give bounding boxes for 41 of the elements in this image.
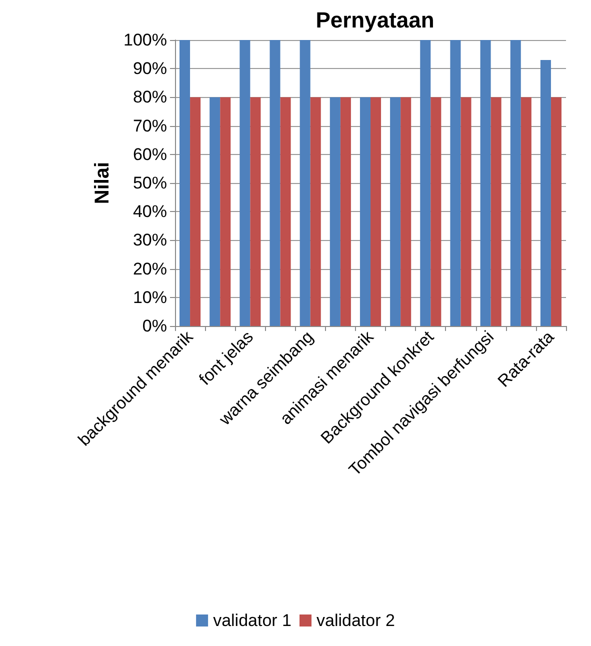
bar — [490, 97, 502, 326]
bar — [540, 60, 551, 326]
bar — [310, 97, 321, 326]
bar — [450, 40, 461, 326]
y-tick-label: 20% — [132, 259, 167, 278]
y-axis-title: Nilai — [92, 162, 114, 204]
y-tick-label: 0% — [142, 316, 167, 336]
bar — [270, 40, 280, 326]
y-tick-label: 30% — [132, 230, 167, 250]
bar — [510, 40, 521, 326]
y-tick-label: 50% — [132, 174, 167, 192]
bar — [210, 97, 220, 326]
bar — [460, 97, 472, 326]
y-tick-label: 10% — [132, 288, 167, 307]
bar — [430, 97, 442, 326]
bar — [370, 97, 382, 326]
bar — [390, 97, 401, 326]
bar — [250, 97, 261, 326]
bar — [340, 97, 351, 326]
legend-label: validator 1 — [213, 611, 292, 630]
bar — [240, 40, 250, 326]
bar — [520, 97, 532, 326]
bar — [280, 97, 291, 326]
y-tick-label: 60% — [132, 144, 167, 164]
y-tick-label: 100% — [124, 30, 167, 50]
bar — [180, 40, 190, 326]
chart-title: Pernyataan — [316, 8, 434, 32]
bar — [360, 97, 370, 326]
bar — [190, 97, 201, 326]
legend-label: validator 2 — [316, 611, 395, 630]
y-tick-label: 40% — [132, 202, 167, 222]
y-tick-label: 80% — [132, 88, 167, 107]
bar — [400, 97, 412, 326]
bar — [330, 97, 340, 326]
bar — [420, 40, 431, 326]
bar — [220, 97, 231, 326]
y-tick-label: 90% — [132, 59, 167, 78]
bar — [300, 40, 310, 326]
bar — [550, 97, 562, 326]
y-tick-label: 70% — [132, 116, 167, 136]
bar — [480, 40, 491, 326]
